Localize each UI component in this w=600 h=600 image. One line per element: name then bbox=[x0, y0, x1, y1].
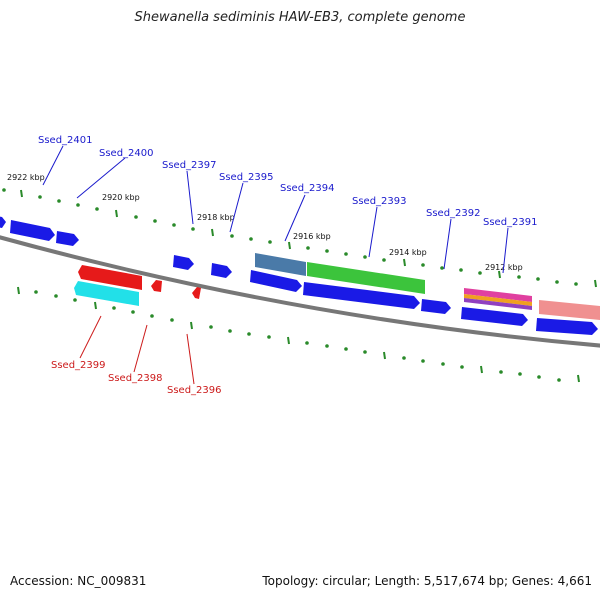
gene-label[interactable]: Ssed_2393 bbox=[352, 196, 407, 207]
gene-arrow[interactable] bbox=[536, 318, 598, 335]
gene-arrow[interactable] bbox=[10, 220, 55, 241]
gene-arrow[interactable] bbox=[173, 255, 194, 270]
kbp-label: 2920 kbp bbox=[102, 193, 140, 202]
feature-block[interactable] bbox=[255, 253, 306, 276]
feature-block[interactable] bbox=[539, 300, 600, 320]
gene-arrow[interactable] bbox=[211, 263, 232, 278]
kbp-label: 2922 kbp bbox=[7, 173, 45, 182]
gene-arrow[interactable] bbox=[56, 231, 79, 246]
gene-label[interactable]: Ssed_2394 bbox=[280, 183, 335, 194]
gene-label[interactable]: Ssed_2391 bbox=[483, 217, 538, 228]
gene-arrow[interactable] bbox=[74, 281, 139, 306]
gene-arrow[interactable] bbox=[151, 280, 162, 292]
gene-label[interactable]: Ssed_2400 bbox=[99, 148, 154, 159]
gene-label[interactable]: Ssed_2392 bbox=[426, 208, 481, 219]
feature-block[interactable] bbox=[464, 288, 532, 302]
gene-label[interactable]: Ssed_2395 bbox=[219, 172, 274, 183]
gene-label[interactable]: Ssed_2397 bbox=[162, 160, 217, 171]
lower-tick-row bbox=[17, 286, 580, 383]
gene-arrow[interactable] bbox=[192, 287, 201, 299]
genome-summary-text: Topology: circular; Length: 5,517,674 bp… bbox=[262, 574, 592, 588]
forward-label-lines bbox=[42, 145, 509, 274]
genome-backbone bbox=[0, 235, 600, 348]
kbp-label: 2916 kbp bbox=[293, 232, 331, 241]
feature-block[interactable] bbox=[307, 262, 425, 294]
upper-tick-row bbox=[2, 188, 597, 288]
gene-label[interactable]: Ssed_2398 bbox=[108, 373, 163, 384]
gene-arrow[interactable] bbox=[0, 216, 6, 228]
gene-arrow[interactable] bbox=[250, 270, 302, 292]
gene-label[interactable]: Ssed_2399 bbox=[51, 360, 106, 371]
feature-block[interactable] bbox=[464, 298, 532, 310]
gene-arrow[interactable] bbox=[421, 299, 451, 314]
reverse-gene-track bbox=[74, 265, 201, 306]
gene-arrow[interactable] bbox=[461, 307, 528, 326]
kbp-label: 2918 kbp bbox=[197, 213, 235, 222]
map-title: Shewanella sediminis HAW-EB3, complete g… bbox=[134, 10, 466, 25]
gene-arrow[interactable] bbox=[78, 265, 142, 290]
kbp-label: 2914 kbp bbox=[389, 248, 427, 257]
forward-gene-track bbox=[0, 216, 600, 335]
gene-label[interactable]: Ssed_2401 bbox=[38, 135, 93, 146]
gene-arrow[interactable] bbox=[303, 282, 420, 309]
accession-text: Accession: NC_009831 bbox=[10, 574, 147, 588]
feature-block[interactable] bbox=[464, 294, 532, 306]
gene-label[interactable]: Ssed_2396 bbox=[167, 385, 222, 396]
reverse-label-lines bbox=[79, 315, 195, 385]
